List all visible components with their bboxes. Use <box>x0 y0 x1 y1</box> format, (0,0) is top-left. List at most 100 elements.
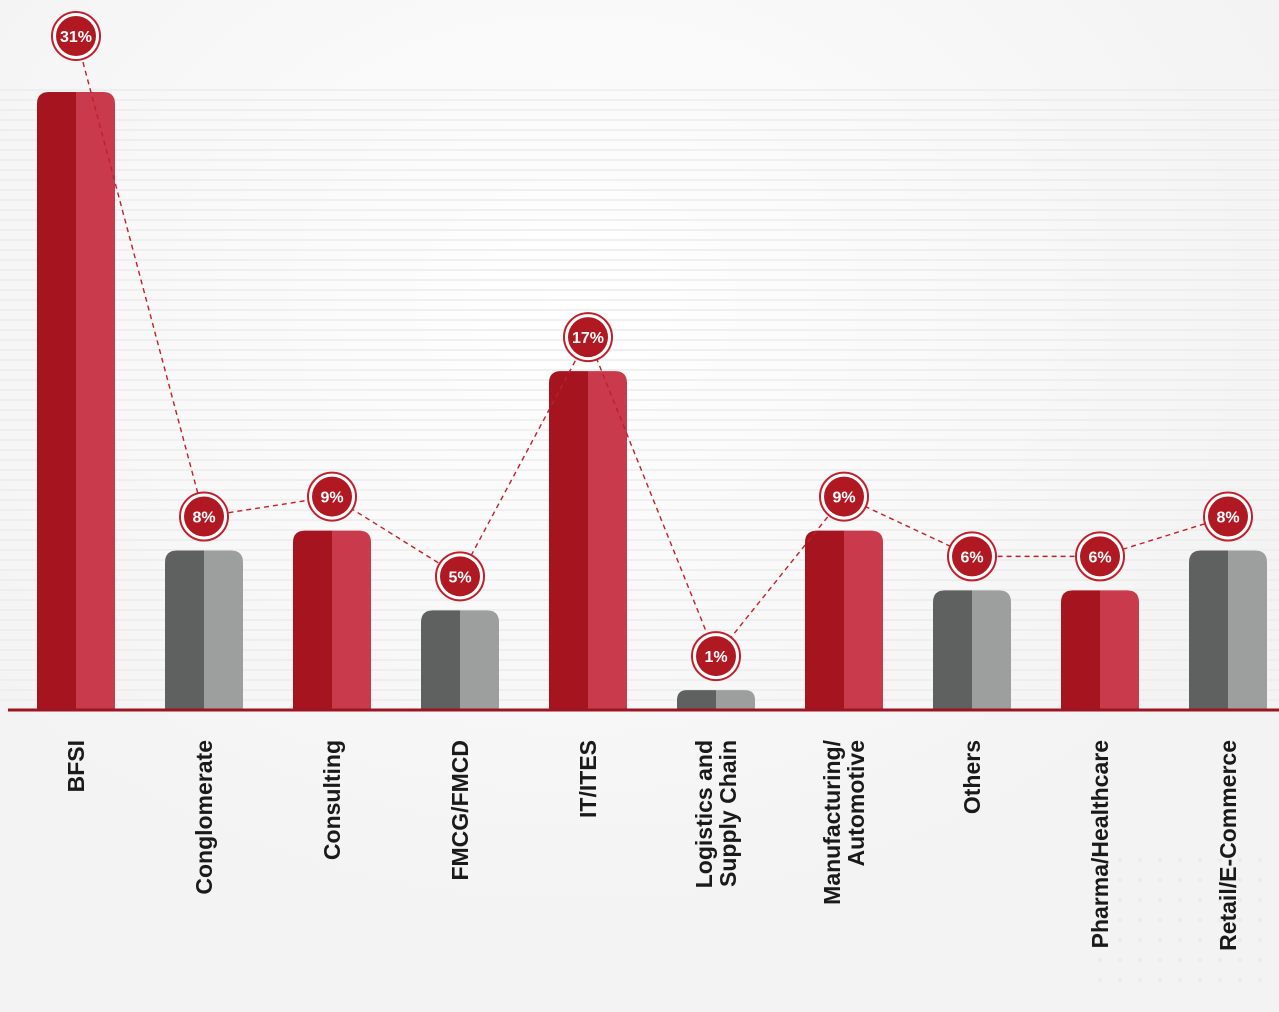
decor-dot <box>1237 937 1243 943</box>
value-badge: 31% <box>51 11 101 61</box>
category-label: Pharma/Healthcare <box>1087 740 1113 948</box>
badge-fill <box>1080 536 1120 577</box>
category-label: Manufacturing/Automotive <box>819 739 869 904</box>
badge-fill <box>696 636 736 677</box>
bar-6 <box>677 690 755 710</box>
tick-label: Manufacturing/ <box>819 739 845 904</box>
decor-dot <box>1177 897 1183 903</box>
decor-dot <box>1097 917 1103 923</box>
decor-dot <box>1197 977 1203 983</box>
bar-left-half <box>165 550 204 710</box>
tick-label: Consulting <box>319 740 345 860</box>
decor-dot <box>1217 897 1223 903</box>
decor-dot <box>1197 857 1203 863</box>
tick-label: Supply Chain <box>715 740 741 887</box>
bar-right-half <box>460 610 499 710</box>
data-label: 9% <box>832 490 855 507</box>
decor-dot <box>1097 877 1103 883</box>
data-label: 1% <box>704 649 727 666</box>
value-badge: 17% <box>563 312 613 363</box>
data-label: 31% <box>60 29 92 46</box>
data-label: 5% <box>448 569 471 586</box>
category-label: Retail/E-Commerce <box>1215 740 1241 951</box>
value-connector-line <box>75 35 1229 658</box>
decor-dot <box>1137 877 1143 883</box>
category-label: Conglomerate <box>191 740 217 895</box>
value-badge: 1% <box>691 631 741 682</box>
data-label: 8% <box>192 510 215 527</box>
badge-fill <box>440 556 480 597</box>
decor-dot <box>1157 857 1163 863</box>
decor-dot <box>1117 937 1123 943</box>
bar-10 <box>1189 550 1267 710</box>
decor-dot <box>1257 957 1263 963</box>
bar-right-half <box>716 690 755 710</box>
decor-dot <box>1157 957 1163 963</box>
decor-dot <box>1237 977 1243 983</box>
category-label: Consulting <box>319 740 345 860</box>
decor-dot <box>1217 857 1223 863</box>
badge-fill <box>824 476 864 517</box>
bar-4 <box>421 610 499 710</box>
decor-dot <box>1137 977 1143 983</box>
decor-dot <box>1117 877 1123 883</box>
badge-fill <box>1208 496 1248 537</box>
tick-label: Conglomerate <box>191 740 217 895</box>
tick-label: FMCG/FMCD <box>447 740 473 881</box>
decor-dot <box>1237 897 1243 903</box>
bar-9 <box>1061 590 1139 710</box>
decor-dot <box>1257 977 1263 983</box>
badge-fill <box>568 317 608 358</box>
decor-dot <box>1197 957 1203 963</box>
decor-dot <box>1197 877 1203 883</box>
decor-dot <box>1157 877 1163 883</box>
decor-dot <box>1157 897 1163 903</box>
decor-dot <box>1257 937 1263 943</box>
decor-dot <box>1117 897 1123 903</box>
category-label: FMCG/FMCD <box>447 740 473 881</box>
bar-right-half <box>204 550 243 710</box>
tick-label: Logistics and <box>691 740 717 888</box>
decor-dot <box>1237 857 1243 863</box>
decor-dot <box>1177 937 1183 943</box>
decor-dot <box>1137 957 1143 963</box>
decor-dot <box>1137 917 1143 923</box>
category-label: BFSI <box>63 740 89 792</box>
value-badge: 8% <box>179 491 229 542</box>
tick-label: Pharma/Healthcare <box>1087 740 1113 948</box>
decor-dot <box>1117 857 1123 863</box>
badge-fill <box>184 496 224 537</box>
decor-dot <box>1197 917 1203 923</box>
bar-7 <box>805 530 883 710</box>
decor-dot <box>1217 917 1223 923</box>
bar-left-half <box>1189 550 1228 710</box>
decor-dot <box>1097 857 1103 863</box>
decor-dot <box>1157 937 1163 943</box>
badge-fill <box>952 536 992 577</box>
decor-dot <box>1197 937 1203 943</box>
tick-label: IT/ITES <box>575 740 601 818</box>
bar-left-half <box>293 530 332 710</box>
decor-dot <box>1137 897 1143 903</box>
decor-dot <box>1177 957 1183 963</box>
value-badge: 9% <box>307 471 357 522</box>
decor-dot <box>1177 877 1183 883</box>
tick-label: Others <box>959 740 985 814</box>
badge-fill <box>56 16 96 56</box>
decor-dot <box>1217 957 1223 963</box>
value-badge: 5% <box>435 551 485 602</box>
data-label: 8% <box>1216 510 1239 527</box>
bar-left-half <box>933 590 972 710</box>
decor-dot <box>1257 877 1263 883</box>
decor-dot <box>1257 917 1263 923</box>
decor-dot <box>1157 917 1163 923</box>
decor-dot <box>1177 977 1183 983</box>
bar-2 <box>165 550 243 710</box>
background-decoration <box>1097 857 1263 983</box>
decor-dot <box>1217 977 1223 983</box>
bar-right-half <box>1228 550 1267 710</box>
decor-dot <box>1097 897 1103 903</box>
decor-dot <box>1237 877 1243 883</box>
